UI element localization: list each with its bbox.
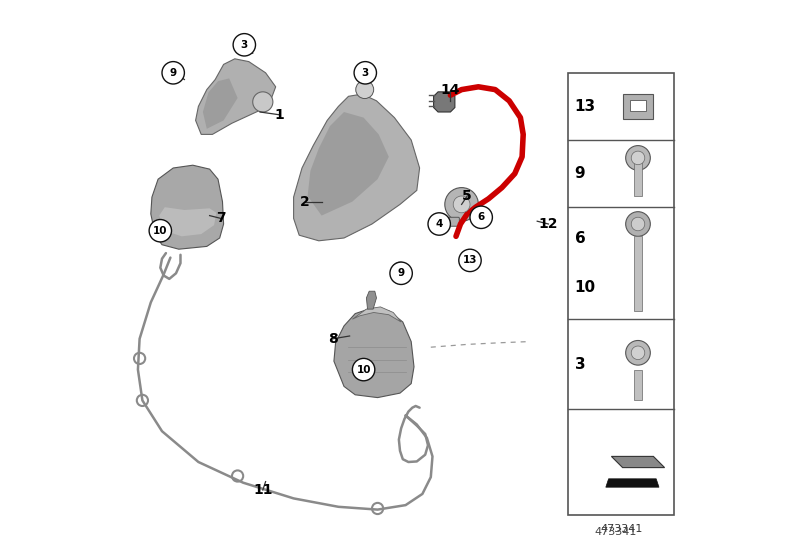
Circle shape [631, 346, 645, 360]
Text: 9: 9 [170, 68, 177, 78]
FancyBboxPatch shape [634, 370, 642, 400]
Text: 10: 10 [574, 281, 596, 295]
Text: 13: 13 [462, 255, 478, 265]
Text: 3: 3 [574, 357, 586, 371]
Circle shape [631, 151, 645, 165]
Text: 7: 7 [216, 212, 226, 226]
Text: 9: 9 [398, 268, 405, 278]
Polygon shape [203, 78, 238, 129]
Text: 6: 6 [478, 212, 485, 222]
Polygon shape [294, 94, 419, 241]
Text: 1: 1 [274, 108, 285, 122]
Text: 10: 10 [153, 226, 167, 236]
Circle shape [356, 81, 374, 99]
FancyBboxPatch shape [634, 236, 642, 311]
Circle shape [428, 213, 450, 235]
Circle shape [153, 222, 168, 237]
Circle shape [354, 62, 377, 84]
Circle shape [392, 262, 408, 278]
FancyBboxPatch shape [440, 217, 459, 226]
Text: 4: 4 [435, 219, 443, 229]
Circle shape [445, 188, 478, 221]
Circle shape [459, 249, 481, 272]
Circle shape [233, 34, 255, 56]
Polygon shape [334, 308, 414, 398]
Polygon shape [196, 59, 276, 134]
Text: 2: 2 [300, 195, 310, 209]
Circle shape [626, 340, 650, 365]
Polygon shape [611, 456, 665, 468]
Polygon shape [308, 112, 389, 216]
Text: 473341: 473341 [594, 527, 637, 537]
Circle shape [390, 262, 412, 284]
Circle shape [626, 212, 650, 236]
Polygon shape [159, 207, 216, 236]
Text: 3: 3 [362, 68, 369, 78]
Polygon shape [352, 307, 401, 322]
Text: 12: 12 [538, 217, 558, 231]
Circle shape [253, 92, 273, 112]
Polygon shape [366, 291, 377, 309]
Circle shape [470, 206, 492, 228]
Text: 473341: 473341 [600, 524, 642, 534]
Text: 9: 9 [574, 166, 586, 181]
Text: 5: 5 [462, 189, 472, 203]
Text: 3: 3 [241, 40, 248, 50]
Text: 13: 13 [574, 99, 596, 114]
Text: 6: 6 [574, 231, 586, 246]
Circle shape [149, 220, 171, 242]
Text: 14: 14 [441, 83, 460, 97]
Polygon shape [151, 165, 224, 249]
Text: 8: 8 [328, 332, 338, 346]
Circle shape [352, 358, 374, 381]
Circle shape [453, 196, 470, 213]
Text: 10: 10 [356, 365, 371, 375]
Polygon shape [434, 92, 455, 112]
FancyBboxPatch shape [622, 94, 654, 119]
FancyBboxPatch shape [634, 160, 642, 196]
Circle shape [626, 146, 650, 170]
Circle shape [631, 217, 645, 231]
Circle shape [162, 62, 185, 84]
Polygon shape [606, 479, 659, 487]
FancyBboxPatch shape [630, 100, 646, 111]
Text: 11: 11 [253, 483, 273, 497]
FancyBboxPatch shape [568, 73, 674, 515]
